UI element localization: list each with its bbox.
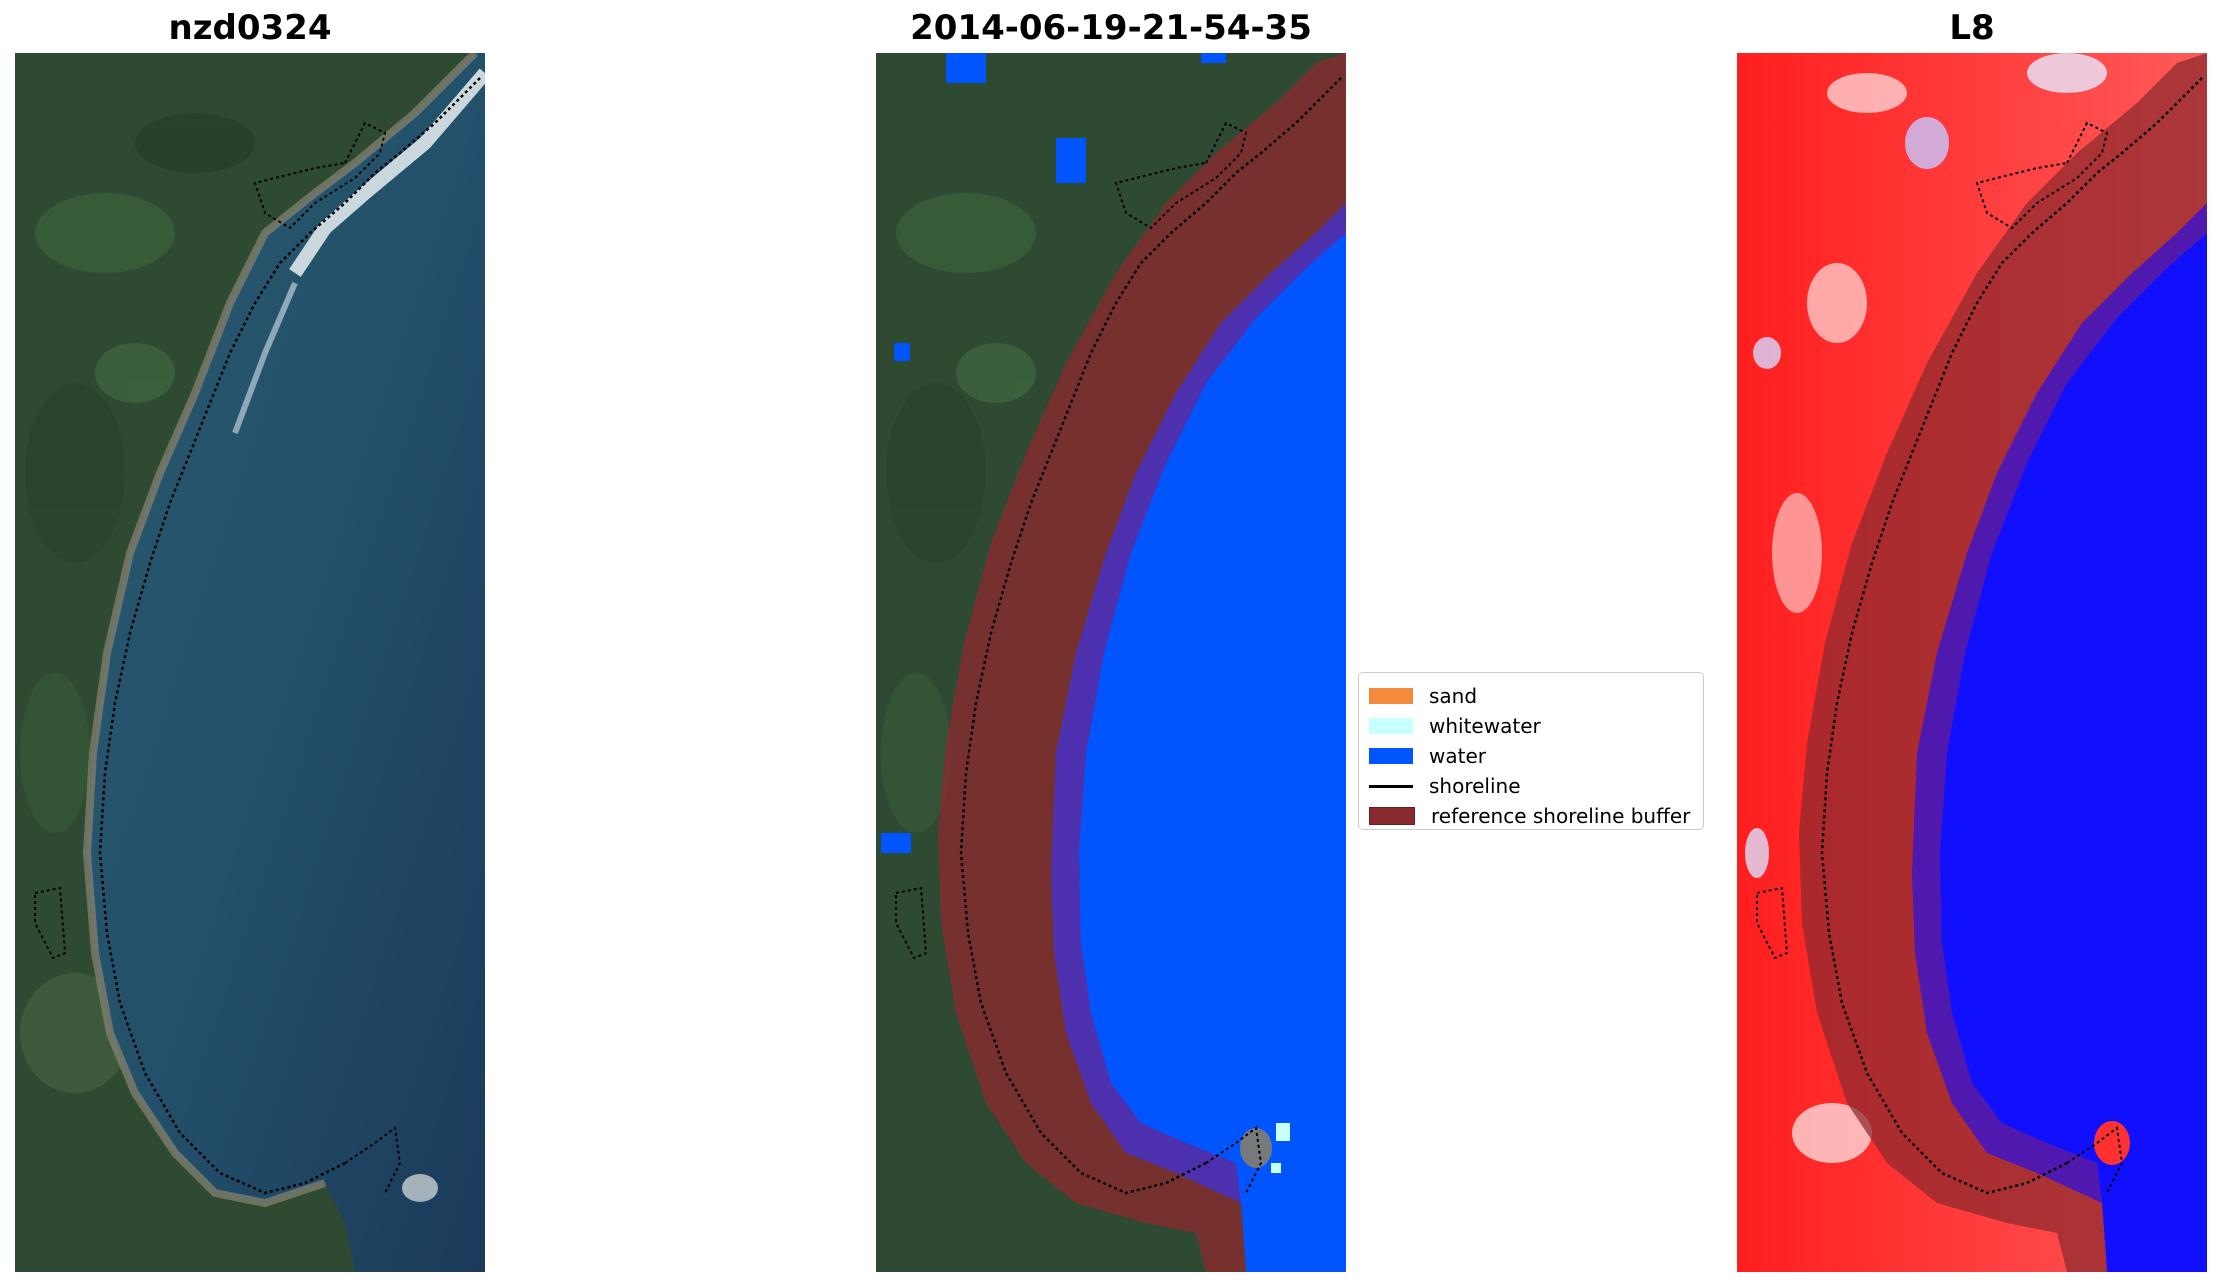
legend-item-shoreline: shoreline — [1369, 771, 1693, 801]
classified-image — [876, 53, 1346, 1272]
legend-item-water: water — [1369, 741, 1693, 771]
rgb-image-panel — [15, 53, 485, 1272]
panel-title-index: L8 — [1949, 8, 1995, 48]
legend-item-sand: sand — [1369, 681, 1693, 711]
legend-swatch-buffer — [1369, 807, 1415, 825]
legend: sand whitewater water shoreline referenc… — [1358, 672, 1704, 830]
legend-swatch-sand — [1369, 688, 1413, 704]
legend-item-buffer: reference shoreline buffer — [1369, 801, 1693, 831]
legend-label: sand — [1429, 684, 1478, 708]
legend-label: shoreline — [1429, 774, 1521, 798]
legend-swatch-water — [1369, 748, 1413, 764]
panel-title-rgb: nzd0324 — [168, 8, 332, 48]
legend-label: water — [1429, 744, 1486, 768]
classified-image-panel — [876, 53, 1346, 1272]
legend-label: reference shoreline buffer — [1431, 804, 1691, 828]
index-image — [1737, 53, 2207, 1272]
legend-item-whitewater: whitewater — [1369, 711, 1693, 741]
rgb-image — [15, 53, 485, 1272]
panel-title-classified: 2014-06-19-21-54-35 — [910, 8, 1312, 48]
legend-label: whitewater — [1429, 714, 1541, 738]
index-image-panel — [1737, 53, 2207, 1272]
legend-swatch-whitewater — [1369, 718, 1413, 734]
legend-swatch-shoreline — [1369, 784, 1413, 788]
